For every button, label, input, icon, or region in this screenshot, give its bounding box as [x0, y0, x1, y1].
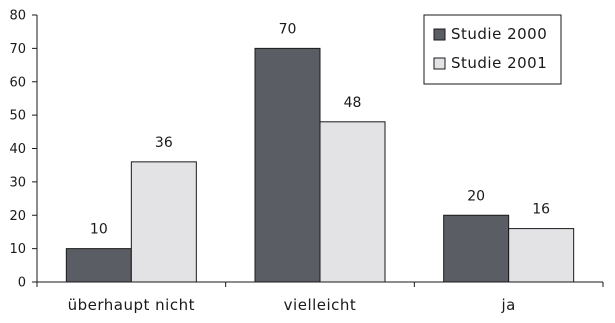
bar-value-label: 16	[532, 202, 550, 218]
bar	[319, 121, 386, 283]
bar-value-label: 36	[155, 135, 173, 151]
bars	[65, 47, 575, 283]
data-labels: 10 36 70 48 20 16	[90, 21, 550, 237]
x-category-label: vielleicht	[284, 296, 357, 314]
bar	[254, 47, 321, 283]
y-tick-label: 70	[9, 42, 26, 57]
bar-value-label: 48	[344, 95, 362, 111]
bar	[443, 214, 510, 283]
bar	[130, 161, 197, 283]
bar-value-label: 70	[279, 21, 297, 37]
legend-swatch	[433, 57, 446, 70]
legend-label: Studie 2000	[451, 25, 547, 43]
legend: Studie 2000 Studie 2001	[423, 14, 562, 85]
y-axis: 0 10 20 30 40 50 60 70 80	[9, 9, 38, 291]
y-tick-label: 0	[18, 276, 26, 291]
legend-box	[423, 14, 562, 85]
bar-value-label: 20	[467, 188, 485, 204]
y-tick-label: 20	[9, 209, 26, 224]
y-tick-label: 80	[9, 9, 26, 24]
bar	[65, 248, 132, 283]
x-category-label: ja	[500, 296, 515, 314]
legend-swatch	[433, 28, 446, 41]
x-axis: überhaupt nicht vielleicht ja	[36, 281, 604, 314]
bar-value-label: 10	[90, 222, 108, 238]
legend-label: Studie 2001	[451, 54, 547, 72]
y-tick-label: 50	[9, 109, 26, 124]
x-category-label: überhaupt nicht	[68, 296, 195, 314]
bar	[508, 228, 575, 283]
y-tick-label: 60	[9, 75, 26, 90]
y-tick-label: 10	[9, 242, 26, 257]
y-tick-label: 30	[9, 175, 26, 190]
y-tick-label: 40	[9, 142, 26, 157]
